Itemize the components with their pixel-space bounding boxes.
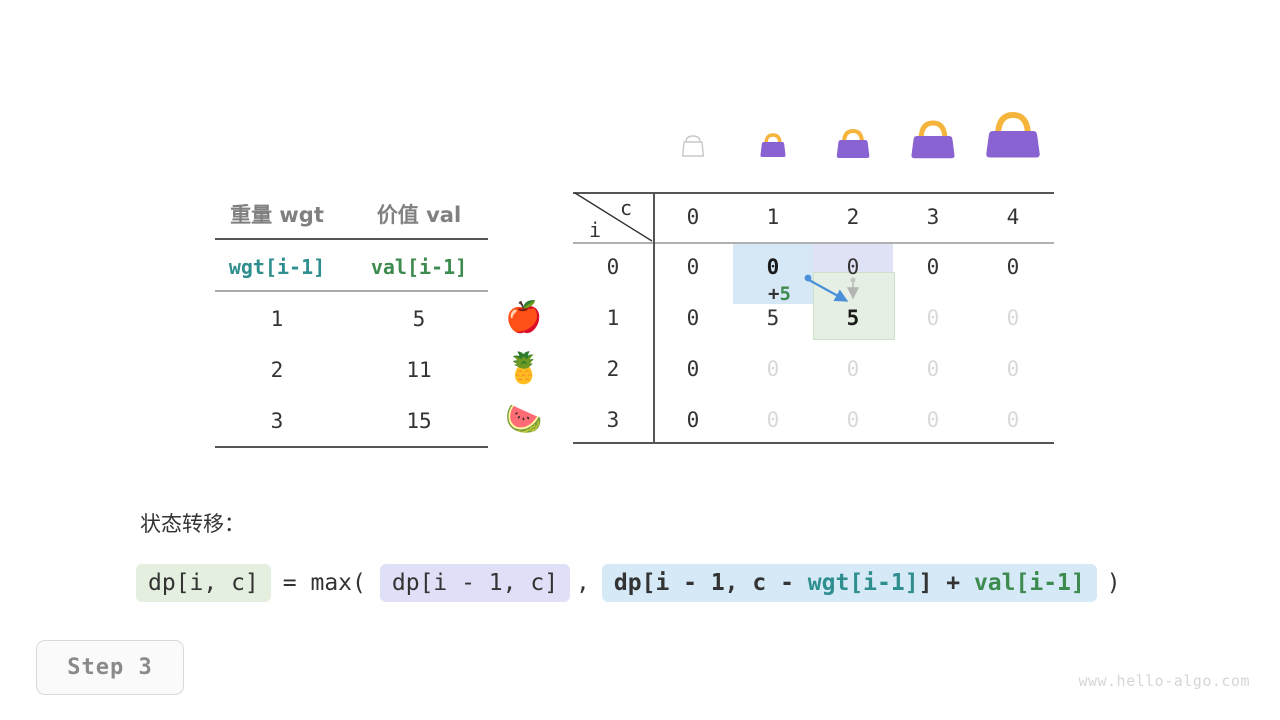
pineapple-emoji: 🍍 xyxy=(505,351,543,386)
dp-cell-1-4: 0 xyxy=(1006,306,1020,330)
item-table-header-row: 重量 wgt 价值 val xyxy=(215,190,488,240)
dp-col-header-2: 2 xyxy=(846,205,860,229)
dp-row-header-0: 0 xyxy=(606,255,620,279)
dp-row-header-1: 1 xyxy=(606,306,620,330)
dp-cell-2-3: 0 xyxy=(926,357,940,381)
dp-rule-bottom xyxy=(573,442,1054,444)
step-badge: Step 3 xyxy=(36,640,184,695)
gain-plus-sign: + xyxy=(768,283,780,305)
item-row-0-val: 5 xyxy=(412,307,426,331)
dp-cell-1-1: 5 xyxy=(766,306,780,330)
formula-skip-branch: dp[i - 1, c] xyxy=(379,563,571,602)
dp-col-header-4: 4 xyxy=(1006,205,1020,229)
dp-cell-3-2: 0 xyxy=(846,408,860,432)
dp-cell-3-0: 0 xyxy=(686,408,700,432)
item-table-header-wgt: 重量 wgt xyxy=(230,203,324,227)
dp-cell-1-0: 0 xyxy=(686,306,700,330)
item-row-1-wgt: 2 xyxy=(270,358,284,382)
bag-size-1-icon xyxy=(733,122,813,164)
formula-take-branch: dp[i - 1, c - wgt[i-1]] + val[i-1] xyxy=(601,563,1097,602)
formula-comma: , xyxy=(576,569,590,596)
dp-rule-top xyxy=(573,192,1054,194)
dp-corner-label-c: c xyxy=(620,196,633,220)
item-table-rule-bottom xyxy=(215,446,488,448)
item-row-2-val: 15 xyxy=(406,409,432,433)
item-row-2-wgt: 3 xyxy=(270,409,284,433)
formula-lhs: dp[i, c] xyxy=(136,563,271,602)
dp-cell-2-4: 0 xyxy=(1006,357,1020,381)
dp-cell-3-3: 0 xyxy=(926,408,940,432)
dp-cell-0-2: 0 xyxy=(846,255,860,279)
item-table-subheader-wgt: wgt[i-1] xyxy=(228,255,326,279)
bag-size-2-icon xyxy=(813,117,893,165)
table-row: 1 5 xyxy=(215,294,488,344)
item-table-rule-mid xyxy=(215,290,488,292)
item-row-1-val: 11 xyxy=(406,358,432,382)
gain-annotation: +5 xyxy=(768,283,791,305)
bag-size-3-icon xyxy=(893,108,973,166)
item-table-rule-top xyxy=(215,238,488,240)
dp-col-header-1: 1 xyxy=(766,205,780,229)
item-table-header-val: 价值 val xyxy=(376,203,462,227)
dp-cell-0-3: 0 xyxy=(926,255,940,279)
table-row: 3 15 xyxy=(215,396,488,446)
formula-take-wgt: wgt[i-1] xyxy=(807,569,919,596)
dp-cell-2-0: 0 xyxy=(686,357,700,381)
dp-cell-3-1: 0 xyxy=(766,408,780,432)
dp-rule-vertical xyxy=(653,192,655,444)
gain-value: 5 xyxy=(779,283,791,305)
dp-cell-0-0: 0 xyxy=(686,255,700,279)
dp-cell-0-1: 0 xyxy=(766,255,780,279)
dp-row-header-2: 2 xyxy=(606,357,620,381)
state-transition-formula: dp[i, c] = max( dp[i - 1, c] , dp[i - 1,… xyxy=(136,560,1127,605)
item-row-0-wgt: 1 xyxy=(270,307,284,331)
state-transition-label: 状态转移： xyxy=(140,512,245,536)
dp-col-header-3: 3 xyxy=(926,205,940,229)
dp-cell-1-2: 5 xyxy=(846,306,860,330)
dp-cell-1-3: 0 xyxy=(926,306,940,330)
dp-corner-label-i: i xyxy=(589,218,602,242)
item-table-subheader-row: wgt[i-1] val[i-1] xyxy=(215,242,488,292)
dp-row-header-3: 3 xyxy=(606,408,620,432)
dp-cell-0-4: 0 xyxy=(1006,255,1020,279)
watermelon-emoji: 🍉 xyxy=(505,402,543,437)
corner-diagonal-icon xyxy=(574,192,653,242)
item-table-subheader-val: val[i-1] xyxy=(370,255,468,279)
dp-table: c i 0 1 2 3 4 0 1 2 3 0 0 0 0 0 0 5 5 0 … xyxy=(573,192,1054,444)
dp-col-header-0: 0 xyxy=(686,205,700,229)
formula-close-paren: ) xyxy=(1106,569,1121,596)
formula-take-mid: ] + xyxy=(918,569,974,596)
formula-take-val: val[i-1] xyxy=(973,569,1085,596)
dp-cell-3-4: 0 xyxy=(1006,408,1020,432)
formula-eq-max: = max( xyxy=(282,569,366,596)
dp-cell-2-2: 0 xyxy=(846,357,860,381)
apple-emoji: 🍎 xyxy=(505,300,543,335)
watermark: www.hello-algo.com xyxy=(1078,672,1250,690)
bag-size-4-icon xyxy=(973,98,1053,166)
dp-cell-2-1: 0 xyxy=(766,357,780,381)
bag-empty-icon xyxy=(653,128,733,164)
dp-rule-header xyxy=(573,242,1054,244)
highlight-source-take xyxy=(733,242,813,304)
table-row: 2 11 xyxy=(215,345,488,395)
formula-take-prefix: dp[i - 1, c - xyxy=(613,569,808,596)
step-badge-label: Step 3 xyxy=(67,655,153,680)
